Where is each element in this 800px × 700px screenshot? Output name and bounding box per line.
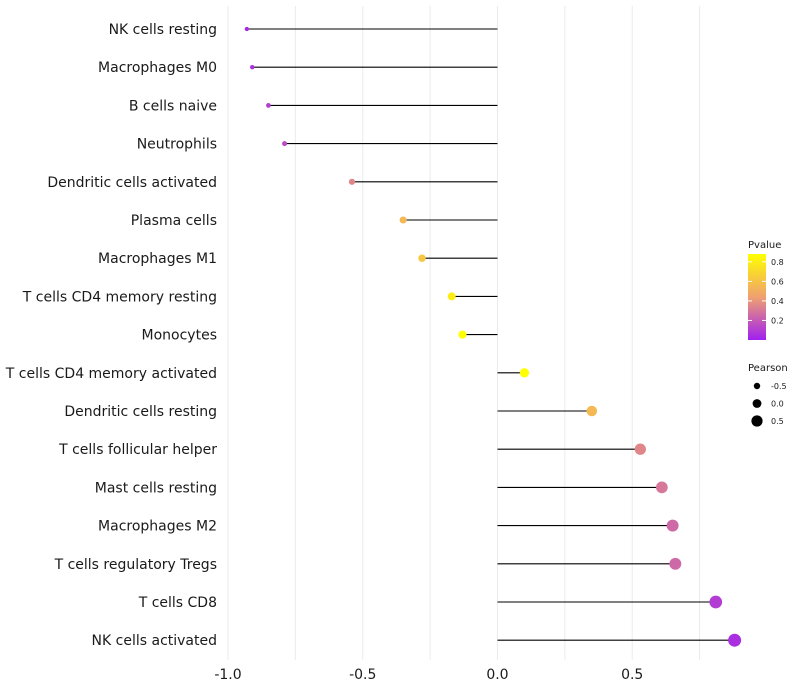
point-0 <box>244 26 250 32</box>
legend-size-title: Pearson <box>748 363 788 374</box>
size-key-label-0: -0.5 <box>771 382 787 391</box>
y-label-13: Macrophages M2 <box>98 519 217 535</box>
legend-size-keys: -0.5 0.0 0.5 <box>751 382 787 427</box>
y-label-2: B cells naive <box>129 98 217 114</box>
point-12 <box>655 481 668 494</box>
x-tick-1: -0.5 <box>349 667 376 683</box>
legend-colorbar-ticks: 0.8 0.6 0.4 0.2 <box>748 258 784 325</box>
x-axis-ticks: -1.0 -0.5 0.0 0.5 <box>214 667 643 683</box>
y-label-10: Dendritic cells resting <box>64 404 217 420</box>
y-label-0: NK cells resting <box>109 22 217 38</box>
x-tick-2: 0.0 <box>486 667 508 683</box>
legend-color-title: Pvalue <box>748 240 781 251</box>
size-key-1 <box>752 399 762 408</box>
point-11 <box>634 443 646 455</box>
x-tick-0: -1.0 <box>214 667 241 683</box>
y-label-4: Dendritic cells activated <box>47 175 217 191</box>
size-key-2 <box>751 415 763 427</box>
y-axis-labels: NK cells resting Macrophages M0 B cells na… <box>5 22 217 649</box>
point-9 <box>519 368 530 378</box>
colorbar-tick-1: 0.6 <box>771 277 784 286</box>
y-label-14: T cells regulatory Tregs <box>54 557 217 573</box>
grid-lines <box>227 6 701 660</box>
colorbar-tick-2: 0.4 <box>771 297 784 306</box>
y-label-7: T cells CD4 memory resting <box>22 289 217 305</box>
y-label-5: Plasma cells <box>131 213 217 229</box>
point-1 <box>250 64 255 70</box>
legend: Pvalue 0.8 0.6 0.4 0.2 Pearson -0.5 0.0 0.5 <box>748 240 788 427</box>
x-tick-3: 0.5 <box>621 667 643 683</box>
point-5 <box>399 216 407 224</box>
lollipop-points <box>244 26 742 647</box>
point-10 <box>586 405 598 417</box>
point-7 <box>447 292 456 301</box>
size-key-0 <box>753 382 761 390</box>
y-label-3: Neutrophils <box>137 137 217 153</box>
point-3 <box>282 141 288 147</box>
legend-colorbar <box>748 254 766 340</box>
y-label-9: T cells CD4 memory activated <box>5 366 217 382</box>
lollipop-stems <box>246 28 735 641</box>
point-16 <box>728 633 742 647</box>
point-13 <box>666 519 679 532</box>
y-label-12: Mast cells resting <box>95 480 217 496</box>
point-8 <box>458 330 467 339</box>
size-key-label-2: 0.5 <box>771 417 784 426</box>
point-2 <box>266 103 271 108</box>
colorbar-tick-0: 0.8 <box>771 258 784 267</box>
point-15 <box>709 595 723 609</box>
y-label-16: NK cells activated <box>92 633 217 649</box>
colorbar-tick-3: 0.2 <box>771 316 784 325</box>
y-label-8: Monocytes <box>142 328 217 344</box>
y-label-1: Macrophages M0 <box>98 60 217 76</box>
y-label-11: T cells follicular helper <box>58 442 217 458</box>
point-14 <box>669 557 682 570</box>
y-label-6: Macrophages M1 <box>98 251 217 267</box>
point-6 <box>418 254 426 262</box>
y-label-15: T cells CD8 <box>138 595 217 611</box>
size-key-label-1: 0.0 <box>771 400 784 409</box>
point-4 <box>348 178 356 185</box>
